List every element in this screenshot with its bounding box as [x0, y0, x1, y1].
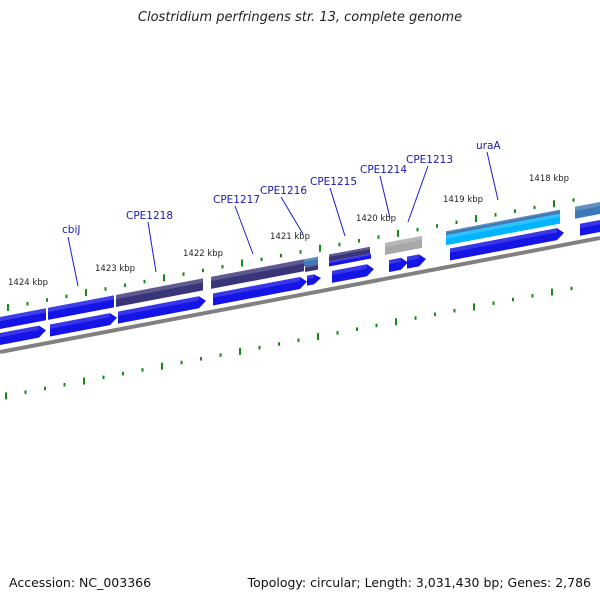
kbp-label: 1418 kbp: [529, 174, 569, 184]
gene-leader-line: [234, 205, 254, 255]
cds-arrow-sheen: [580, 220, 600, 228]
feature-segment-sheen: [575, 202, 600, 211]
cds-arrow-sheen: [0, 325, 39, 338]
gene-label: uraA: [476, 140, 501, 152]
gene-label: cbiJ: [62, 224, 80, 236]
feature-segment: [211, 259, 304, 289]
gene-label: CPE1215: [310, 176, 357, 188]
feature-segment: [305, 263, 318, 273]
feature-segment: [0, 308, 46, 329]
feature-segment-sheen: [385, 235, 422, 248]
cds-arrow-sheen: [118, 296, 199, 316]
gene-label: CPE1213: [406, 154, 453, 166]
cds-arrow-sheen: [407, 254, 419, 261]
genome-backbone: [0, 236, 600, 354]
feature-segment-sheen: [0, 308, 46, 322]
feature-segment: [329, 246, 370, 262]
kbp-label: 1419 kbp: [443, 195, 483, 205]
gene-label: CPE1214: [360, 164, 407, 176]
cds-arrow: [332, 264, 374, 283]
feature-segment: [48, 295, 114, 320]
cds-arrow: [118, 296, 206, 324]
gene-label: CPE1217: [213, 194, 260, 206]
kbp-label: 1423 kbp: [95, 264, 135, 274]
cds-arrow-sheen: [213, 277, 300, 298]
cds-arrow: [389, 257, 408, 273]
feature-segment: [446, 209, 560, 236]
accession-label: Accession: NC_003366: [9, 575, 152, 590]
gene-leader-line: [379, 175, 391, 219]
kbp-label: 1422 kbp: [183, 249, 223, 259]
cds-arrow: [50, 313, 117, 337]
feature-segment-sheen: [305, 263, 318, 269]
cds-arrow: [0, 325, 46, 345]
feature-segment-sheen: [446, 213, 560, 239]
map-title: Clostridium perfringens str. 13, complet…: [137, 10, 463, 25]
cds-arrow: [407, 254, 426, 269]
cds-arrow: [307, 274, 321, 286]
cds-arrow: [450, 228, 564, 261]
cds-arrow-sheen: [450, 228, 557, 253]
feature-segment-sheen: [211, 259, 304, 282]
cds-arrow-sheen: [307, 274, 314, 280]
gene-leader-line: [486, 151, 499, 201]
gene-label: CPE1218: [126, 210, 173, 222]
cds-arrow-sheen: [50, 313, 110, 329]
feature-segment: [575, 202, 600, 219]
feature-segment: [446, 213, 560, 246]
cds-arrow-sheen: [332, 264, 367, 276]
genome-summary: Topology: circular; Length: 3,031,430 bp…: [247, 575, 591, 590]
feature-segment-sheen: [446, 209, 560, 233]
cds-arrow: [580, 220, 600, 236]
gene-leader-line: [329, 187, 346, 237]
gene-leader-line: [147, 221, 157, 273]
feature-segment-sheen: [304, 256, 318, 262]
feature-segment-sheen: [329, 253, 371, 264]
kbp-label: 1424 kbp: [8, 278, 48, 288]
cds-arrow: [213, 277, 307, 306]
gene-leader-line: [407, 165, 429, 223]
feature-segment-sheen: [48, 295, 114, 313]
gene-label: CPE1216: [260, 185, 307, 197]
kbp-label: 1420 kbp: [356, 214, 396, 224]
gene-leader-line: [280, 196, 304, 235]
feature-segment-sheen: [116, 278, 203, 300]
feature-segment: [116, 278, 203, 307]
feature-segment-sheen: [329, 246, 370, 257]
feature-segment: [304, 256, 318, 267]
kbp-label: 1421 kbp: [270, 232, 310, 242]
gene-leader-line: [67, 236, 79, 287]
feature-segment: [385, 235, 422, 255]
cds-arrow-sheen: [389, 257, 401, 265]
feature-segment: [329, 253, 371, 267]
